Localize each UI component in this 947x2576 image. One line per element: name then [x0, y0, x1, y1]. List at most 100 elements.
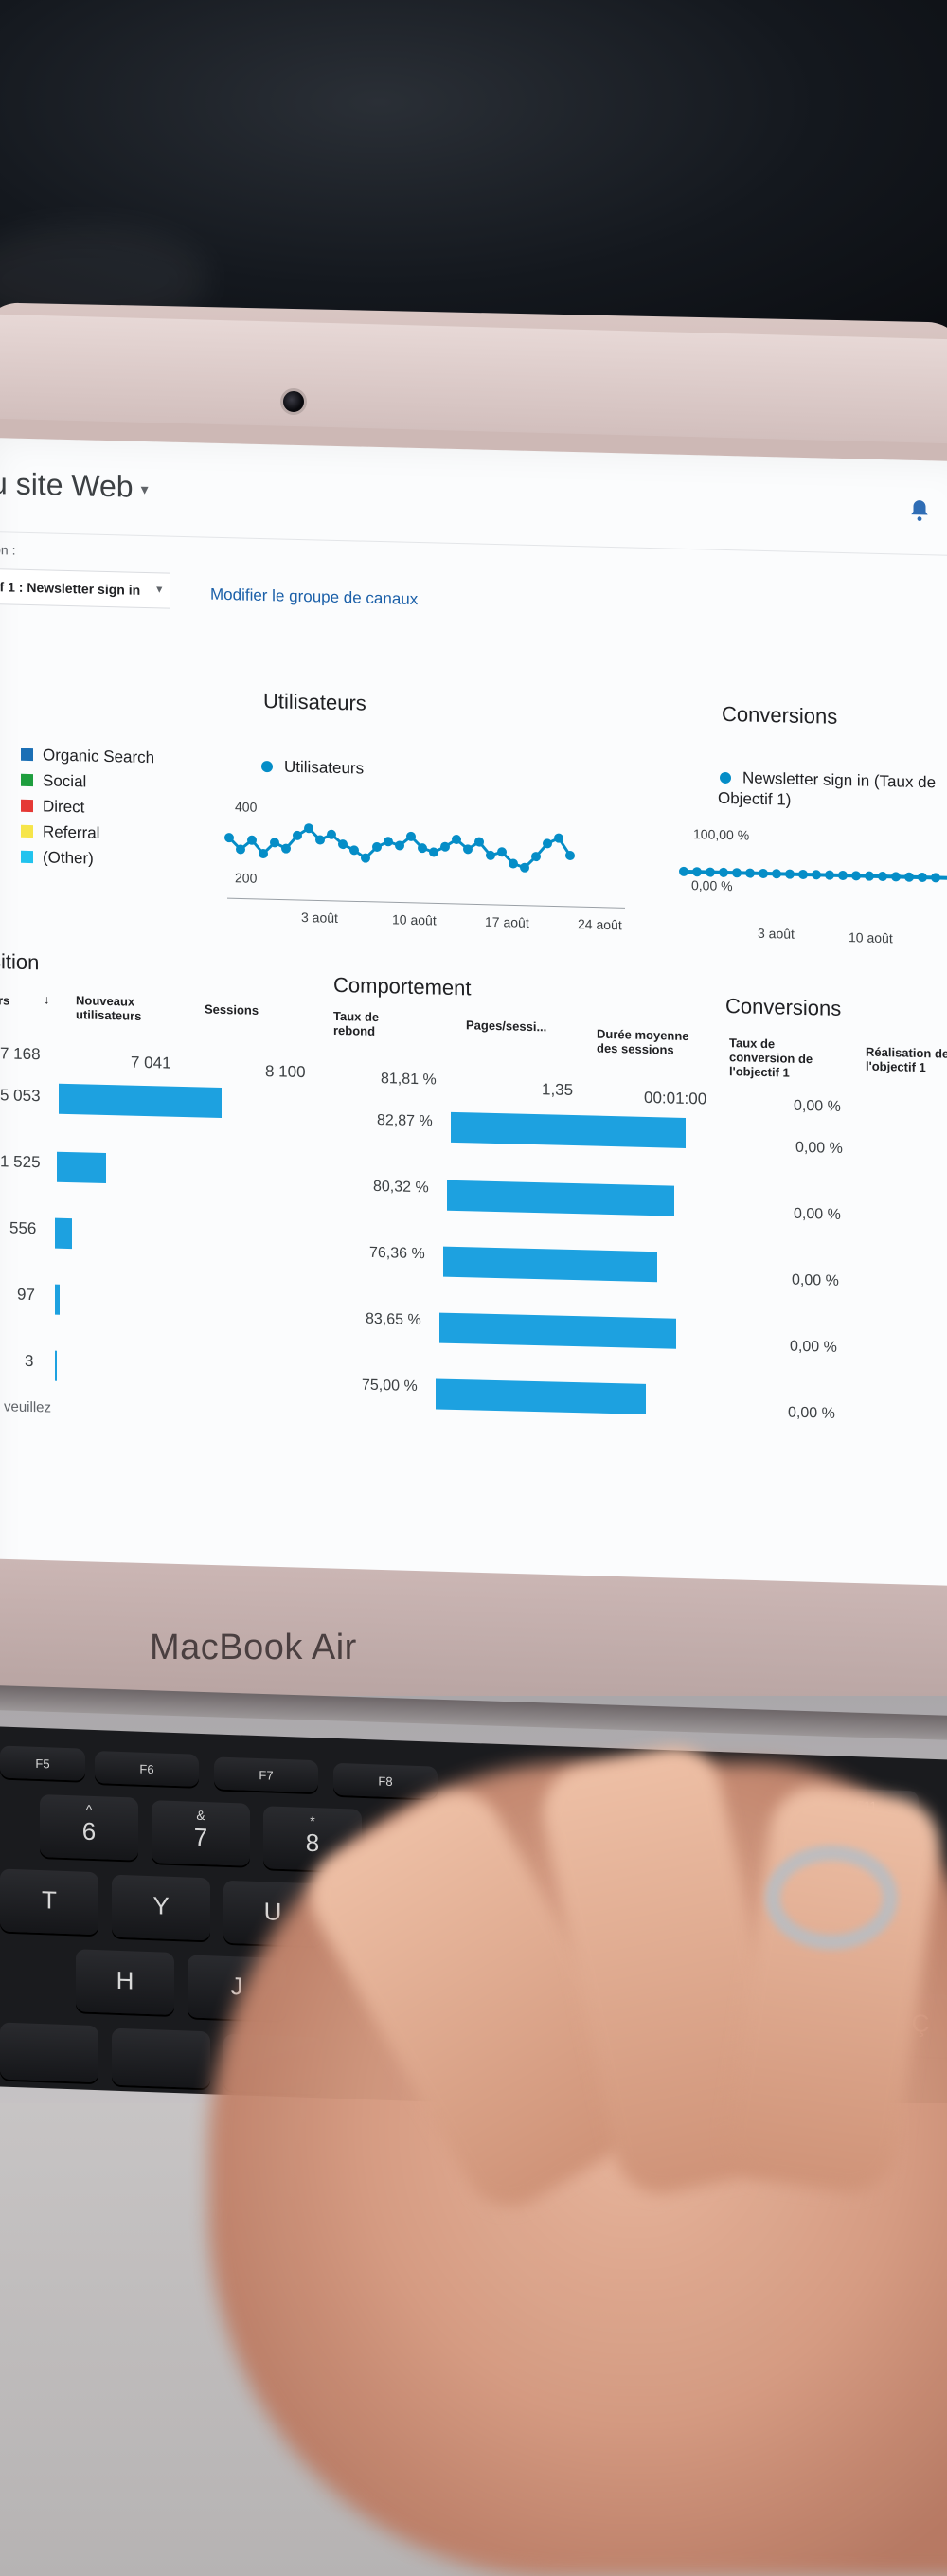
legend-swatch	[21, 773, 33, 787]
row-conversion-rate: 0,00 %	[790, 1338, 837, 1356]
key-f8[interactable]: F8	[333, 1762, 438, 1799]
x-tick: 3 août	[758, 925, 795, 942]
legend-item-other: (Other)	[21, 844, 154, 873]
col-sessions[interactable]: Sessions	[205, 1001, 259, 1018]
page-title[interactable]: u site Web ▾	[0, 466, 149, 505]
col-new-users[interactable]: Nouveaux utilisateurs	[76, 993, 142, 1023]
bell-icon[interactable]	[907, 498, 932, 524]
key[interactable]	[112, 2027, 210, 2089]
legend-label: (Other)	[43, 847, 94, 868]
row-users: 3	[25, 1351, 34, 1371]
key-7[interactable]: & 7	[152, 1800, 250, 1866]
series-label: Newsletter sign in (Taux de	[742, 768, 937, 792]
key-f6[interactable]: F6	[95, 1751, 199, 1787]
users-sparkline	[224, 823, 625, 909]
row-conversion-rate: 0,00 %	[795, 1139, 843, 1157]
behavior-title: Comportement	[333, 972, 472, 1000]
webcam	[280, 388, 307, 415]
modify-channel-group-link[interactable]: Modifier le groupe de canaux	[210, 585, 419, 609]
legend-item-social: Social	[21, 767, 154, 796]
legend-item-organic-search: Organic Search	[21, 742, 154, 770]
bounce-bar	[443, 1246, 657, 1283]
key-6-label: 6	[81, 1816, 97, 1846]
x-tick: 3 août	[301, 910, 338, 926]
bounce-bar	[436, 1378, 646, 1414]
row-bounce-rate: 75,00 %	[362, 1377, 418, 1396]
legend-item-direct: Direct	[21, 793, 154, 821]
ring	[765, 1846, 898, 1950]
key[interactable]	[0, 2022, 98, 2083]
row-bounce-rate: 76,36 %	[369, 1244, 425, 1263]
key-8-label: 8	[305, 1828, 320, 1858]
dimension-label: ion :	[0, 542, 16, 558]
sort-arrow-icon[interactable]: ↓	[44, 992, 50, 1007]
key-8-shift: *	[310, 1812, 315, 1829]
col-conversion-rate[interactable]: Taux de conversion de l'objectif 1	[729, 1036, 813, 1080]
total-sessions: 8 100	[265, 1062, 306, 1082]
col-pages-per-session[interactable]: Pages/sessi...	[466, 1018, 547, 1035]
acquisition-title: sition	[0, 949, 40, 975]
col-goal-completions[interactable]: Réalisation de l'objectif 1	[866, 1044, 947, 1075]
row-users: 556	[9, 1218, 37, 1238]
goal-select-value: tif 1 : Newsletter sign in	[0, 579, 141, 598]
key-7-label: 7	[193, 1822, 208, 1852]
brand-label: MacBook Air	[150, 1628, 357, 1667]
row-bounce-rate: 83,65 %	[366, 1310, 421, 1329]
key-f7[interactable]: F7	[214, 1756, 318, 1793]
x-tick: 24 août	[578, 916, 622, 933]
key-6[interactable]: ^ 6	[40, 1794, 138, 1861]
goal-select[interactable]: tif 1 : Newsletter sign in ▾	[0, 567, 170, 609]
row-users: 97	[17, 1285, 35, 1305]
chevron-down-icon: ▾	[156, 584, 162, 596]
row-conversion-rate: 0,00 %	[792, 1271, 839, 1289]
legend-swatch	[21, 824, 33, 838]
total-bounce-rate: 81,81 %	[381, 1071, 437, 1089]
users-bar	[55, 1284, 60, 1315]
total-users: 7 168	[0, 1044, 41, 1064]
total-avg-duration: 00:01:00	[644, 1088, 707, 1108]
laptop-screen: u site Web ▾ ion : tif 1 : Newsletter sig…	[0, 438, 947, 1647]
row-conversion-rate: 0,00 %	[788, 1404, 835, 1422]
x-tick: 10 août	[849, 929, 893, 946]
col-avg-duration[interactable]: Durée moyenne des sessions	[597, 1026, 689, 1057]
legend-label: Referral	[43, 821, 100, 842]
key-7-shift: &	[196, 1807, 205, 1824]
bounce-bar	[451, 1111, 686, 1148]
row-conversion-rate: 0,00 %	[794, 1205, 841, 1223]
row-bounce-rate: 82,87 %	[377, 1111, 433, 1130]
key-f5[interactable]: F5	[0, 1745, 85, 1781]
x-tick: 17 août	[485, 913, 529, 930]
chevron-down-icon[interactable]: ▾	[140, 481, 149, 498]
page-title-text: u site Web	[0, 466, 134, 504]
series-label: Utilisateurs	[284, 757, 365, 778]
users-series-key: Utilisateurs	[261, 757, 364, 779]
users-chart-title: Utilisateurs	[263, 689, 366, 715]
conversions-chart-title: Conversions	[722, 701, 838, 729]
users-bar	[55, 1217, 72, 1250]
y-tick-top: 100,00 %	[693, 826, 750, 843]
x-tick: 10 août	[392, 911, 437, 928]
y-tick-400: 400	[235, 799, 258, 815]
conversions-section-title: Conversions	[725, 993, 842, 1020]
channel-legend: Organic Search Social Direct Referral (O…	[21, 742, 154, 873]
total-new-users: 7 041	[131, 1053, 171, 1072]
conversions-sparkline	[679, 866, 947, 883]
conversions-series-key: Newsletter sign in (Taux de	[720, 768, 936, 793]
total-pages-per-session: 1,35	[542, 1080, 574, 1100]
col-bounce-rate[interactable]: Taux de rebond	[333, 1008, 380, 1038]
col-users[interactable]: urs	[0, 993, 10, 1008]
legend-swatch	[21, 850, 33, 864]
legend-label: Social	[43, 770, 87, 790]
key-h[interactable]: H	[76, 1949, 174, 2015]
room-background	[0, 0, 947, 341]
footnote: veuillez	[4, 1398, 52, 1416]
row-users: 5 053	[0, 1086, 41, 1106]
key-y[interactable]: Y	[112, 1874, 210, 1941]
key-t[interactable]: T	[0, 1868, 98, 1936]
legend-label: Organic Search	[43, 745, 155, 766]
total-conversion-rate: 0,00 %	[794, 1097, 841, 1115]
legend-swatch	[21, 748, 33, 762]
legend-swatch	[21, 799, 33, 813]
dashboard-header: u site Web ▾	[0, 438, 947, 557]
key-6-shift: ^	[85, 1801, 93, 1817]
